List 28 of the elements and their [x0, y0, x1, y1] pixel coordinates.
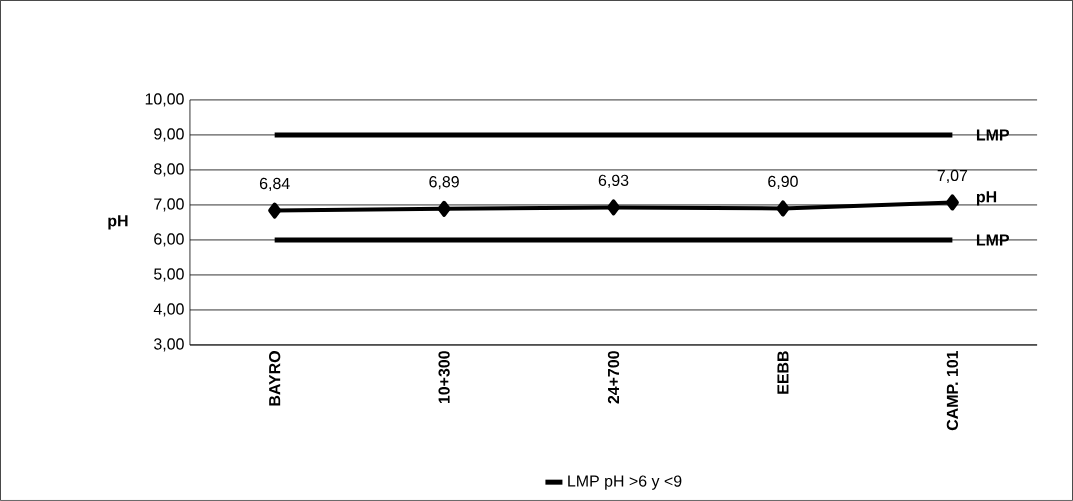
x-tick-label: 10+300: [438, 351, 450, 404]
y-tick-label: 4,00: [153, 303, 184, 317]
x-tick-label: 24+700: [607, 351, 620, 404]
data-label: 6,89: [429, 176, 459, 190]
y-tick-label: 7,00: [154, 198, 184, 212]
point: [437, 200, 451, 217]
y-tick-label: 5,00: [154, 268, 184, 282]
data-label: 6,90: [768, 175, 798, 189]
point: [776, 200, 790, 217]
y-tick-label: 6,00: [154, 233, 184, 247]
y-tick-label: 10,00: [145, 93, 184, 107]
y-tick-label: 8,00: [154, 163, 184, 177]
x-tick-label: CAMP. 101: [946, 350, 959, 431]
point: [607, 199, 621, 216]
data-label: 7,07: [937, 169, 968, 184]
annotation: LMP: [976, 234, 1009, 246]
data-label: 6,93: [598, 174, 629, 188]
legend-label: LMP pH >6 y <9: [568, 475, 682, 490]
data-label: 6,84: [259, 177, 290, 192]
y-tick-label: 3,00: [154, 338, 184, 352]
series-label: pH: [976, 191, 997, 206]
y-tick-label: 9,00: [154, 128, 184, 142]
annotation: LMP: [976, 129, 1009, 141]
x-tick-label: BAYRO: [269, 351, 281, 406]
y-axis-title: pH: [108, 215, 128, 230]
point: [945, 194, 959, 211]
x-tick-label: EEBB: [777, 351, 789, 394]
point: [268, 202, 282, 219]
